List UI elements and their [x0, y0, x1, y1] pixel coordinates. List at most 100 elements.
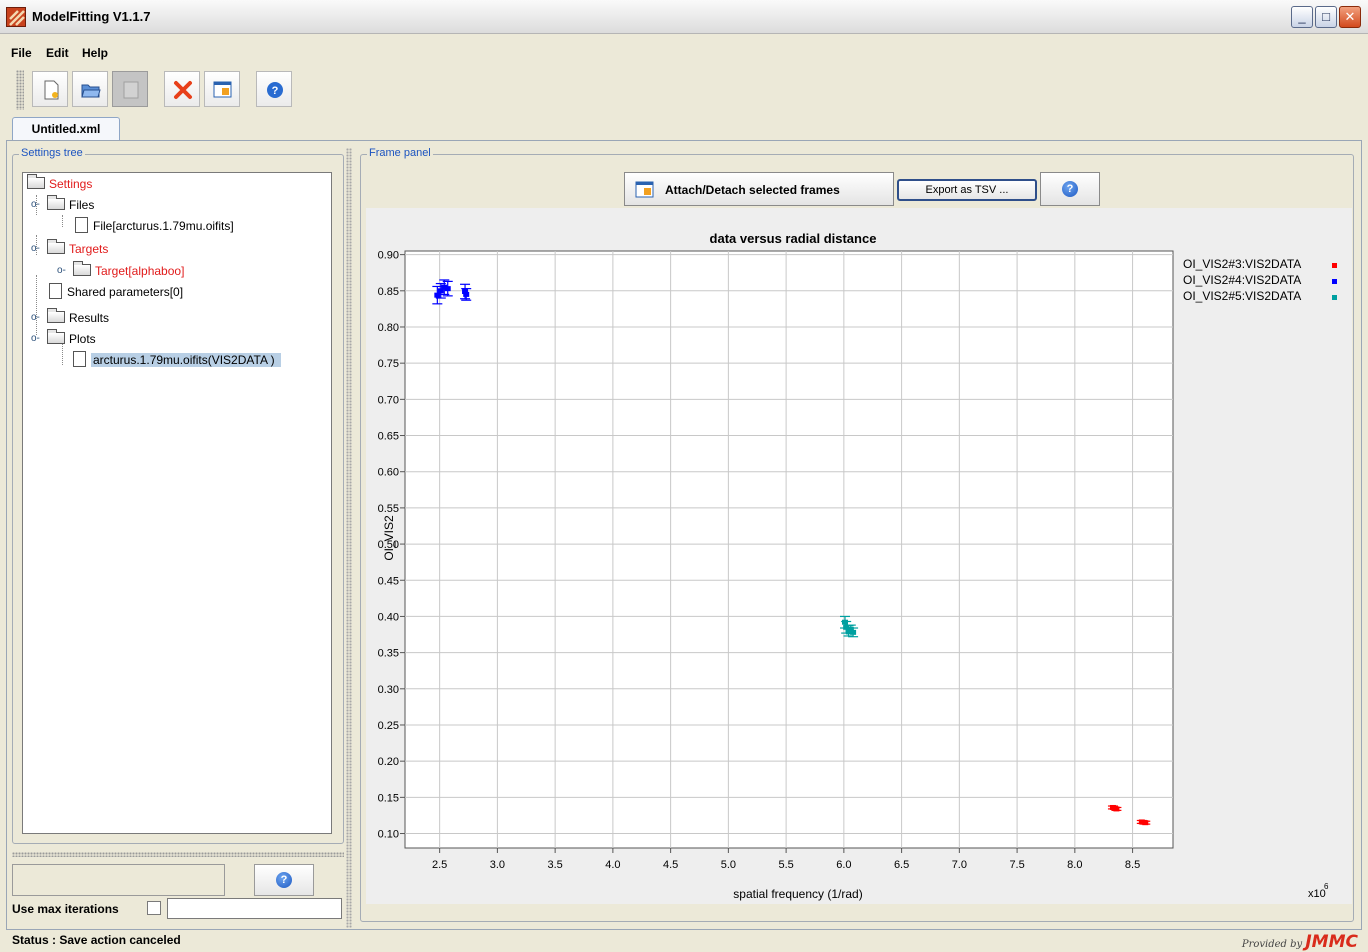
tab-untitled-xml[interactable]: Untitled.xml	[12, 117, 120, 141]
tree-node-settings[interactable]: Settings	[27, 174, 92, 194]
status-text: Status : Save action canceled	[12, 933, 181, 947]
tree-node-files[interactable]: Files	[47, 195, 94, 215]
y-tick-label: 0.30	[378, 684, 399, 696]
new-file-button[interactable]	[32, 71, 68, 107]
toolbar: ?	[0, 62, 1368, 114]
menu-edit[interactable]: Edit	[46, 46, 69, 60]
x-tick-label: 3.5	[547, 859, 562, 871]
legend-entry-0: OI_VIS2#3:VIS2DATA	[1183, 257, 1301, 271]
frame-panel-group: Frame panel	[360, 147, 1354, 922]
close-button[interactable]: ✕	[1339, 6, 1361, 28]
grid	[405, 251, 1173, 848]
y-tick-label: 0.40	[378, 611, 399, 623]
x-axis-multiplier: x10	[1308, 888, 1326, 900]
expand-handle-plots[interactable]: o-	[31, 333, 40, 344]
x-tick-label: 5.5	[778, 859, 793, 871]
x-tick-label: 6.5	[894, 859, 909, 871]
frames-icon	[213, 81, 232, 98]
settings-tree-legend: Settings tree	[19, 147, 85, 159]
y-tick-label: 0.45	[378, 575, 399, 587]
help-icon: ?	[267, 82, 283, 98]
delete-button[interactable]	[164, 71, 200, 107]
x-tick-label: 7.0	[952, 859, 967, 871]
y-axis-ticks: 0.90 0.85 0.80 0.75 0.70 0.65 0.60 0.55 0.50 0.45…	[378, 250, 405, 841]
expand-handle-results[interactable]: o-	[31, 312, 40, 323]
data-point-0	[1111, 806, 1122, 812]
expand-handle-target-item[interactable]: o-	[57, 265, 66, 276]
maximize-button[interactable]: □	[1315, 6, 1337, 28]
y-tick-label: 0.20	[378, 756, 399, 768]
file-icon	[75, 217, 88, 233]
y-tick-label: 0.25	[378, 720, 399, 732]
attach-detach-label: Attach/Detach selected frames	[665, 183, 840, 197]
frame-help-button[interactable]: ?	[1040, 172, 1100, 206]
attach-detach-toolbar-button[interactable]	[204, 71, 240, 107]
y-tick-label: 0.85	[378, 286, 399, 298]
jmmc-logo[interactable]: JMMC	[1305, 932, 1358, 952]
tree-node-file-item[interactable]: File[arcturus.1.79mu.oifits]	[75, 216, 234, 236]
help-toolbar-button[interactable]: ?	[256, 71, 292, 107]
max-iterations-label: Use max iterations	[12, 902, 119, 916]
expand-handle-files[interactable]: o-	[31, 199, 40, 210]
legend-entry-2: OI_VIS2#5:VIS2DATA	[1183, 289, 1301, 303]
credit-prefix: Provided by	[1241, 939, 1303, 950]
menu-bar: File Edit Help	[0, 34, 1368, 62]
folder-icon	[73, 261, 91, 276]
data-point-1	[442, 280, 453, 297]
chart-title: data versus radial distance	[710, 231, 877, 246]
folder-icon	[47, 308, 65, 323]
tree-node-results[interactable]: Results	[47, 308, 109, 328]
x-tick-label: 3.0	[490, 859, 505, 871]
plot-area[interactable]	[404, 250, 1174, 849]
frames-icon	[635, 181, 654, 198]
horizontal-splitter[interactable]	[12, 852, 344, 857]
data-point-0	[1140, 820, 1151, 826]
x-axis-label: spatial frequency (1/rad)	[733, 887, 862, 901]
x-tick-label: 4.5	[663, 859, 678, 871]
menu-file[interactable]: File	[11, 46, 32, 60]
tree-node-targets[interactable]: Targets	[47, 239, 108, 259]
max-iterations-checkbox[interactable]	[147, 901, 161, 915]
app-logo-icon	[6, 7, 26, 27]
vertical-splitter[interactable]	[346, 148, 352, 928]
max-iterations-input[interactable]	[167, 898, 342, 919]
y-tick-label: 0.65	[378, 431, 399, 443]
tree-node-plot-item[interactable]: arcturus.1.79mu.oifits(VIS2DATA )	[73, 350, 281, 370]
expand-handle-targets[interactable]: o-	[31, 243, 40, 254]
save-file-button[interactable]	[112, 71, 148, 107]
settings-tree: Settings o- Files File[arcturus.1.79mu.o…	[22, 172, 332, 834]
y-tick-label: 0.35	[378, 648, 399, 660]
tree-node-target-item[interactable]: Target[alphaboo]	[73, 261, 184, 281]
tree-node-shared-parameters[interactable]: Shared parameters[0]	[49, 282, 183, 302]
x-tick-label: 8.0	[1067, 859, 1082, 871]
svg-text:?: ?	[272, 85, 279, 97]
y-tick-label: 0.80	[378, 322, 399, 334]
menu-help[interactable]: Help	[82, 46, 109, 60]
legend-entry-1: OI_VIS2#4:VIS2DATA	[1183, 273, 1301, 287]
folder-icon	[47, 329, 65, 344]
export-tsv-button[interactable]: Export as TSV ...	[897, 179, 1037, 201]
legend-swatch-0	[1332, 263, 1337, 268]
legend-swatch-2	[1332, 295, 1337, 300]
attach-detach-button[interactable]: Attach/Detach selected frames	[624, 172, 894, 206]
x-tick-label: 2.5	[432, 859, 447, 871]
window-title: ModelFitting V1.1.7	[32, 9, 151, 24]
tree-node-plots[interactable]: Plots	[47, 329, 96, 349]
status-bar: Status : Save action canceled	[0, 930, 1368, 950]
open-folder-icon	[81, 84, 101, 98]
y-tick-label: 0.15	[378, 792, 399, 804]
y-tick-label: 0.90	[378, 250, 399, 262]
y-tick-label: 0.75	[378, 358, 399, 370]
open-file-button[interactable]	[72, 71, 108, 107]
minimize-button[interactable]: _	[1291, 6, 1313, 28]
x-axis-multiplier-exponent: 6	[1324, 882, 1329, 891]
x-tick-label: 5.0	[721, 859, 736, 871]
folder-icon	[27, 174, 45, 189]
toolbar-grip[interactable]	[16, 70, 24, 110]
folder-icon	[47, 239, 65, 254]
chart-legend: OI_VIS2#3:VIS2DATA OI_VIS2#4:VIS2DATA OI_V…	[1183, 257, 1337, 303]
run-help-button[interactable]: ?	[254, 864, 314, 896]
red-x-icon	[174, 81, 192, 99]
data-points	[432, 279, 1151, 826]
